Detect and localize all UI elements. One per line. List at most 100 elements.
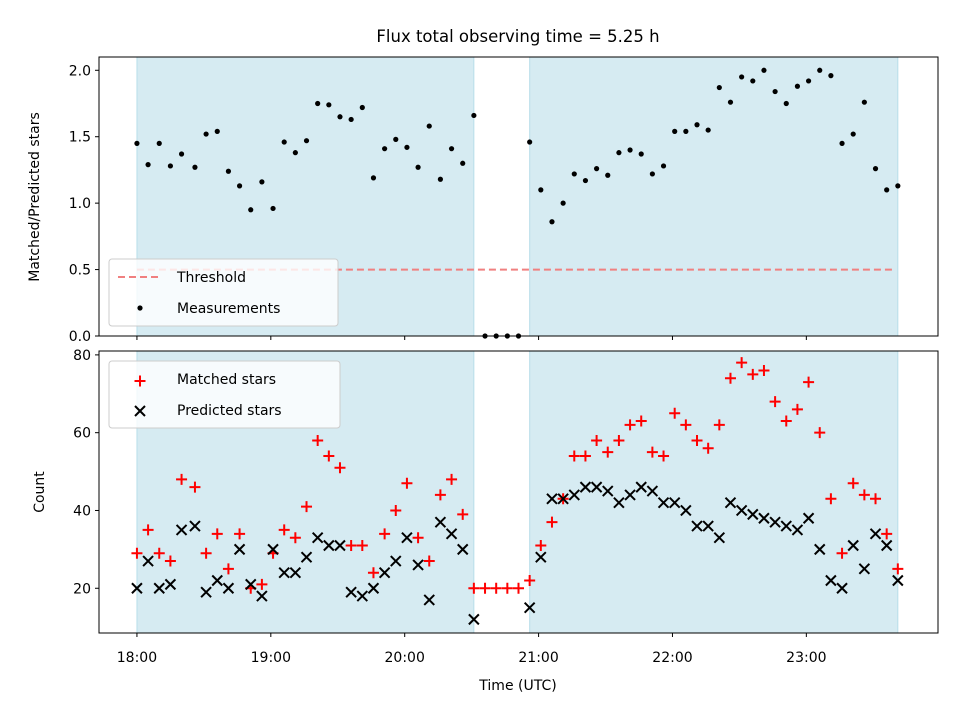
- y-tick-label: 1.0: [69, 196, 91, 212]
- predicted-stars-point: [434, 516, 447, 528]
- matched-stars-point: [769, 396, 781, 408]
- legend-predicted-label: Predicted stars: [177, 403, 282, 419]
- measurement-point: [426, 123, 432, 129]
- matched-stars-point: [524, 574, 536, 586]
- predicted-stars-point: [356, 590, 369, 602]
- measurement-point: [178, 151, 185, 157]
- measurement-point: [460, 160, 466, 166]
- measurement-point: [315, 100, 321, 107]
- legend-matched-swatch: [134, 375, 146, 387]
- predicted-stars-point: [412, 559, 424, 571]
- legend-threshold-label: Threshold: [176, 270, 246, 286]
- measurement-point: [850, 131, 856, 137]
- measurement-point: [805, 78, 812, 84]
- measurement-point: [145, 162, 151, 168]
- predicted-stars-point: [189, 520, 201, 532]
- predicted-stars-point: [535, 551, 547, 563]
- measurement-point: [448, 146, 455, 152]
- x-tick-label: 23:00: [786, 650, 826, 666]
- measurement-point: [393, 136, 399, 142]
- matched-stars-point: [289, 532, 301, 544]
- measurement-point: [638, 151, 644, 157]
- x-tick-label: 21:00: [518, 650, 558, 666]
- matched-stars-point: [423, 555, 435, 567]
- measurement-point: [538, 187, 544, 193]
- matched-stars-point: [892, 563, 904, 575]
- measurement-point: [884, 187, 890, 193]
- predicted-stars-point: [825, 574, 837, 587]
- matched-stars-point: [579, 450, 591, 462]
- measurement-point: [134, 140, 140, 146]
- predicted-stars-point: [289, 567, 302, 579]
- predicted-stars-point: [568, 489, 580, 501]
- predicted-stars-point: [523, 602, 536, 614]
- predicted-stars-point: [836, 582, 848, 594]
- predicted-stars-point: [401, 531, 413, 544]
- measurement-point: [660, 163, 667, 169]
- predicted-stars-point: [602, 485, 614, 497]
- matched-stars-point: [278, 524, 290, 536]
- measurement-point: [705, 127, 711, 133]
- predicted-stars-point: [323, 539, 335, 552]
- predicted-stars-point: [378, 567, 391, 579]
- measurement-point: [582, 177, 589, 184]
- predicted-stars-point: [278, 567, 290, 579]
- legend-predicted-swatch: [134, 405, 146, 417]
- predicted-stars-point: [869, 528, 882, 540]
- predicted-stars-point: [267, 543, 279, 556]
- top-panel: 0.00.51.01.52.0 Matched/Predicted stars …: [27, 56, 939, 345]
- measurement-point: [225, 168, 232, 174]
- matched-stars-point: [780, 415, 792, 427]
- matched-stars-point: [401, 477, 413, 489]
- measurement-point: [203, 131, 209, 137]
- matched-stars-point: [479, 582, 491, 594]
- y-tick-label: 40: [73, 503, 91, 519]
- measurement-point: [326, 102, 332, 108]
- predicted-stars-point: [579, 481, 592, 493]
- predicted-stars-point: [175, 524, 188, 536]
- matched-stars-point: [434, 489, 446, 501]
- matched-stars-point: [390, 504, 402, 516]
- matched-stars-point: [535, 539, 547, 551]
- predicted-stars-point: [758, 512, 770, 524]
- measurement-point: [750, 78, 756, 84]
- y-tick-label: 0.0: [69, 329, 91, 345]
- matched-stars-point: [669, 407, 681, 419]
- matched-stars-point: [323, 450, 335, 462]
- predicted-stars-point: [880, 539, 893, 552]
- predicted-stars-point: [390, 555, 402, 567]
- matched-stars-point: [724, 372, 736, 384]
- matched-stars-point: [613, 434, 625, 446]
- matched-stars-point: [847, 477, 859, 489]
- measurement-point: [348, 116, 354, 123]
- measurement-point: [605, 172, 611, 178]
- predicted-stars-point: [468, 613, 480, 626]
- measurement-point: [616, 150, 622, 156]
- measurement-point: [549, 219, 555, 225]
- matched-stars-point: [791, 403, 803, 415]
- matched-stars-point: [602, 446, 614, 458]
- predicted-stars-point: [657, 496, 670, 509]
- x-tick-label: 18:00: [117, 650, 157, 666]
- bottom-plot-frame: [98, 350, 939, 634]
- predicted-stars-point: [814, 543, 826, 556]
- measurement-point: [236, 183, 243, 189]
- predicted-stars-point: [345, 586, 357, 598]
- measurement-point: [292, 150, 298, 156]
- matched-stars-point: [334, 462, 346, 474]
- matched-stars-point: [189, 481, 201, 493]
- matched-stars-point: [836, 547, 848, 559]
- measurement-point: [281, 139, 287, 145]
- matched-stars-point: [234, 528, 246, 540]
- matched-stars-point: [356, 539, 368, 551]
- bottom-panel: 20 40 60 80 18:00 19:00 20:00 21:00 22:00 23:00 C…: [32, 348, 939, 694]
- matched-stars-point: [758, 364, 770, 376]
- predicted-stars-point: [802, 512, 815, 524]
- measurement-point: [192, 164, 198, 170]
- predicted-stars-point: [367, 582, 380, 594]
- measurement-point: [761, 67, 767, 73]
- top-y-axis-label: Matched/Predicted stars: [27, 112, 43, 282]
- measurement-point: [872, 166, 879, 172]
- matched-stars-point: [646, 446, 658, 458]
- measurement-point: [404, 144, 410, 150]
